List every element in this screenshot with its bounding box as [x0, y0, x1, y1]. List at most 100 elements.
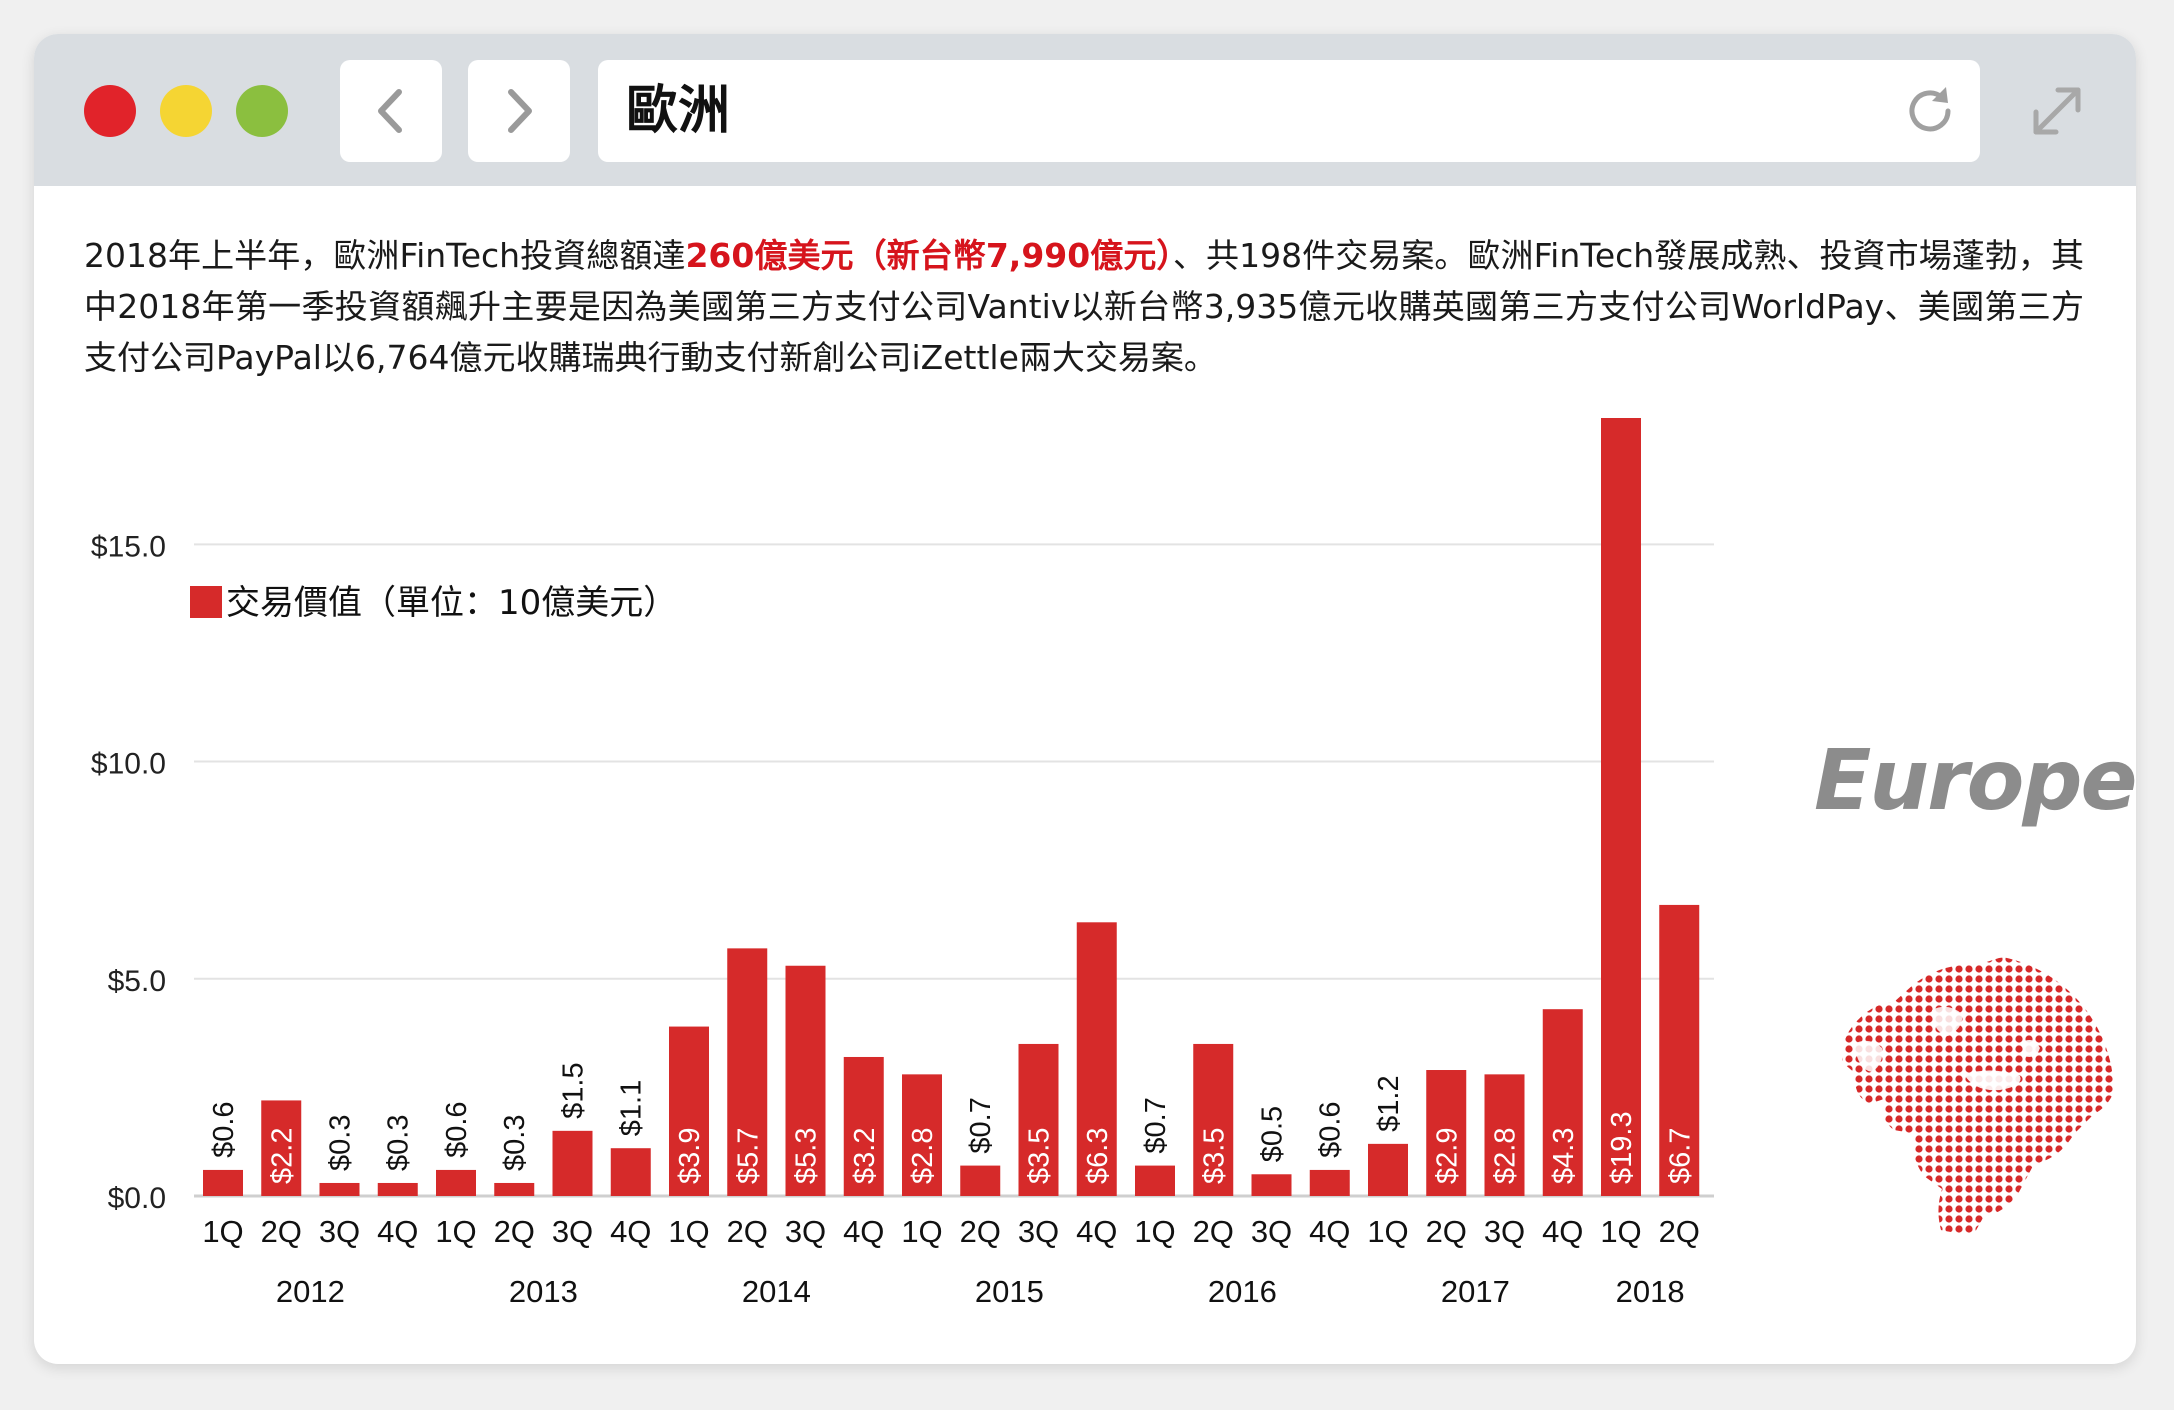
bar — [377, 1182, 418, 1196]
bar — [319, 1182, 360, 1196]
data-label: $19.3 — [1606, 1111, 1638, 1184]
x-tick-label: 1Q — [668, 1214, 709, 1249]
data-label: $3.5 — [1024, 1128, 1056, 1184]
description-highlight: 260億美元（新台幣7,990億元） — [685, 236, 1173, 275]
data-label: $4.3 — [1548, 1128, 1580, 1184]
year-label: 2015 — [975, 1274, 1044, 1309]
bar — [902, 1074, 942, 1196]
close-window-button[interactable] — [84, 85, 136, 137]
description-text: 2018年上半年，歐洲FinTech投資總額達 — [84, 236, 686, 275]
description-paragraph: 2018年上半年，歐洲FinTech投資總額達260億美元（新台幣7,990億元… — [84, 230, 2084, 383]
x-tick-label: 2Q — [494, 1214, 535, 1249]
x-tick-label: 3Q — [785, 1214, 826, 1249]
bar — [785, 965, 826, 1196]
bar — [1659, 904, 1700, 1196]
address-text: 歐洲 — [626, 81, 731, 141]
bar — [436, 1169, 476, 1196]
bar — [669, 1026, 709, 1196]
data-label: $2.8 — [1490, 1128, 1522, 1184]
bar — [843, 1056, 884, 1196]
region-label: Europe — [1814, 731, 2136, 829]
bar — [1601, 418, 1641, 1196]
x-tick-label: 4Q — [377, 1214, 418, 1249]
bar — [1018, 1043, 1059, 1196]
data-label: $0.5 — [1257, 1106, 1289, 1162]
x-tick-label: 3Q — [1251, 1214, 1292, 1249]
bar — [1135, 1165, 1175, 1196]
y-tick-label: $15.0 — [91, 530, 166, 563]
bar — [494, 1182, 535, 1196]
y-tick-label: $0.0 — [108, 1182, 166, 1215]
minimize-window-button[interactable] — [160, 85, 212, 137]
data-label: $5.3 — [791, 1128, 823, 1184]
europe-globe-icon — [1842, 957, 2114, 1234]
x-tick-label: 2Q — [960, 1214, 1001, 1249]
data-label: $5.7 — [732, 1128, 764, 1184]
description-text-continued: 、共198件交易案。歐洲FinTech發展成熟、投資市場蓬勃，其中2018年第一… — [84, 236, 2084, 377]
bar — [1426, 1070, 1467, 1196]
y-tick-label: $10.0 — [91, 748, 166, 781]
x-tick-label: 1Q — [1367, 1214, 1408, 1249]
x-tick-label: 1Q — [901, 1214, 942, 1249]
year-label: 2014 — [742, 1274, 811, 1309]
maximize-window-button[interactable] — [236, 85, 288, 137]
forward-button[interactable] — [468, 60, 570, 162]
x-tick-label: 3Q — [552, 1214, 593, 1249]
x-tick-label: 4Q — [843, 1214, 884, 1249]
bar — [1368, 1143, 1408, 1196]
fullscreen-icon[interactable] — [2024, 78, 2090, 144]
x-tick-label: 4Q — [1309, 1214, 1350, 1249]
x-tick-label: 2Q — [1659, 1214, 1700, 1249]
x-tick-label: 3Q — [1018, 1214, 1059, 1249]
bar-chart: $0.0 $5.0 $10.0 $15.0 $0.6 1Q $2.2 2Q $0.3 3Q $0.3… — [91, 418, 1714, 1309]
bar — [1309, 1169, 1350, 1196]
chevron-right-icon — [508, 89, 532, 133]
data-label: $1.2 — [1373, 1075, 1405, 1131]
browser-window: 歐洲 2018年上半年，歐洲FinTech投資總額達260億美元（新台幣7,99… — [34, 34, 2136, 1364]
x-tick-label: 2Q — [727, 1214, 768, 1249]
back-button[interactable] — [340, 60, 442, 162]
bar — [610, 1148, 651, 1196]
year-label: 2013 — [509, 1274, 578, 1309]
address-bar[interactable]: 歐洲 — [598, 60, 1980, 162]
data-label: $1.1 — [616, 1080, 648, 1136]
x-tick-label: 1Q — [202, 1214, 243, 1249]
data-label: $0.3 — [499, 1115, 531, 1171]
bar — [552, 1130, 593, 1196]
x-tick-label: 2Q — [1193, 1214, 1234, 1249]
title-bar: 歐洲 — [34, 34, 2136, 186]
x-tick-label: 4Q — [1076, 1214, 1117, 1249]
chevron-left-icon — [378, 89, 402, 133]
year-label: 2018 — [1616, 1274, 1685, 1309]
year-label: 2012 — [276, 1274, 345, 1309]
x-tick-label: 4Q — [1542, 1214, 1583, 1249]
bar — [960, 1165, 1001, 1196]
data-label: $0.6 — [1315, 1101, 1347, 1157]
data-label: $1.5 — [558, 1062, 590, 1118]
x-tick-label: 3Q — [1484, 1214, 1525, 1249]
data-label: $0.6 — [208, 1101, 240, 1157]
legend-swatch — [190, 586, 222, 618]
bar — [727, 948, 768, 1196]
bar — [1251, 1174, 1292, 1196]
bar — [1193, 1043, 1234, 1196]
x-tick-label: 3Q — [319, 1214, 360, 1249]
x-tick-label: 1Q — [1600, 1214, 1641, 1249]
data-label: $6.7 — [1664, 1128, 1696, 1184]
x-tick-label: 1Q — [435, 1214, 476, 1249]
legend-label: 交易價值（單位：10億美元） — [226, 583, 677, 623]
bar — [1076, 922, 1117, 1196]
year-label: 2017 — [1441, 1274, 1510, 1309]
data-label: $0.6 — [441, 1101, 473, 1157]
year-label: 2016 — [1208, 1274, 1277, 1309]
reload-icon[interactable] — [1902, 83, 1958, 139]
data-label: $0.3 — [383, 1115, 415, 1171]
data-label: $0.7 — [1140, 1097, 1172, 1153]
data-label: $3.5 — [1198, 1128, 1230, 1184]
bar — [1484, 1074, 1525, 1196]
x-tick-label: 4Q — [610, 1214, 651, 1249]
x-tick-label: 2Q — [261, 1214, 302, 1249]
data-label: $0.3 — [325, 1115, 357, 1171]
bar — [1542, 1009, 1583, 1196]
data-label: $2.8 — [907, 1128, 939, 1184]
